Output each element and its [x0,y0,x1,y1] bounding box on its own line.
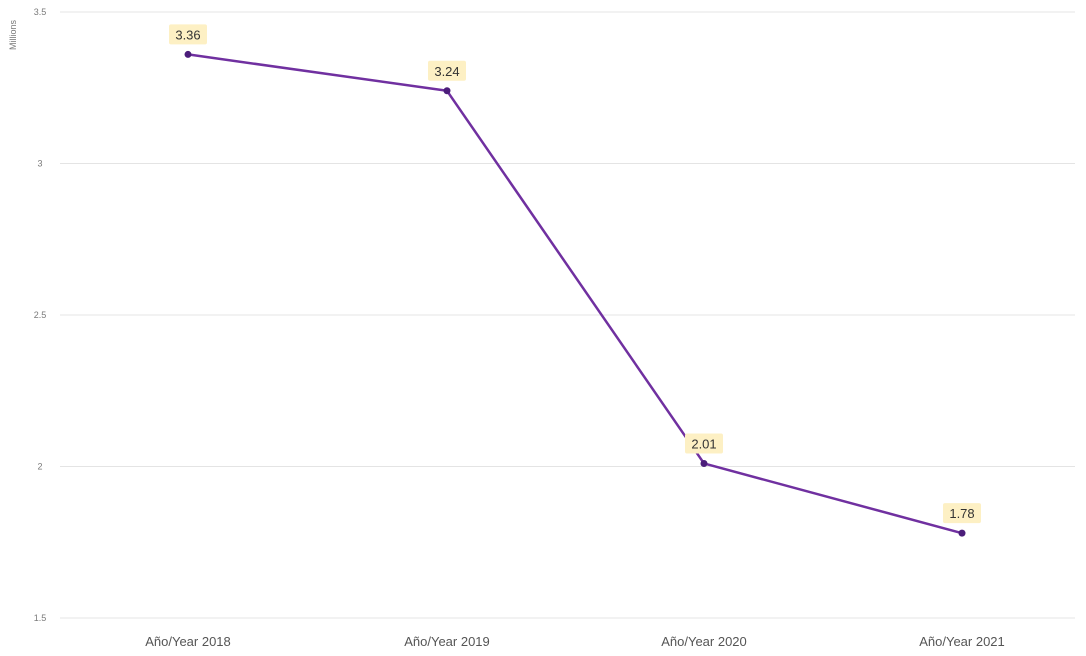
data-label-text: 3.24 [434,64,459,79]
y-tick-label: 2 [37,462,42,472]
data-label-background [943,503,981,524]
data-label-background [169,24,207,45]
y-tick-label: 2.5 [34,310,47,320]
data-label: 1.78 [943,503,981,524]
data-point [184,50,192,58]
data-labels: 3.36 3.24 2.01 1.78 [169,24,981,524]
x-tick-label: Año/Year 2020 [661,634,747,649]
y-axis-ticks: 1.5 2 2.5 3 3.5 [34,7,47,623]
x-tick-label: Año/Year 2018 [145,634,231,649]
data-label: 3.24 [428,60,466,81]
data-label: 3.36 [169,24,207,45]
data-label-text: 1.78 [949,506,974,521]
y-axis-label: Millions [8,20,18,51]
data-point [958,529,966,537]
gridlines [60,11,1075,619]
series-line-path [187,53,963,535]
data-point [443,87,451,95]
x-axis-ticks: Año/Year 2018 Año/Year 2019 Año/Year 2020 A… [145,634,1005,649]
data-point [700,459,708,467]
data-label-text: 3.36 [175,27,200,42]
x-tick-label: Año/Year 2021 [919,634,1005,649]
data-label: 2.01 [685,433,723,454]
y-tick-label: 1.5 [34,613,47,623]
data-label-text: 2.01 [691,436,716,451]
data-label-background [428,60,466,81]
y-tick-label: 3 [37,159,42,169]
data-label-background [685,433,723,454]
y-tick-label: 3.5 [34,7,47,17]
x-tick-label: Año/Year 2019 [404,634,490,649]
series-line [184,50,966,537]
